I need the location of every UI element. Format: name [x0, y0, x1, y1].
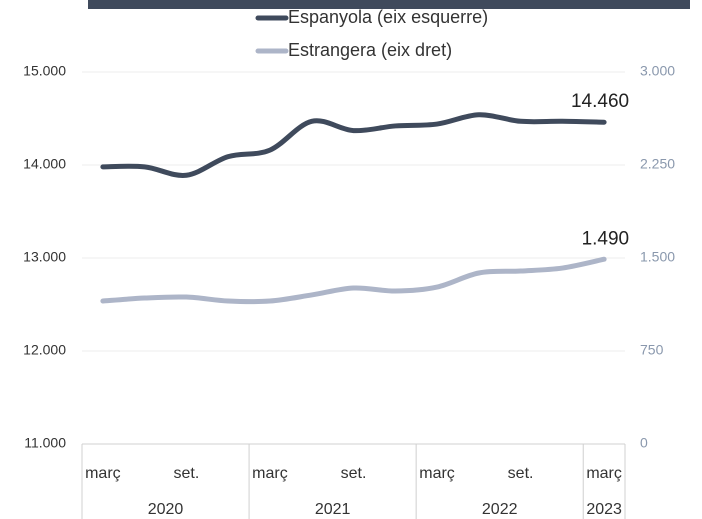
y2-tick-label: 1.500: [640, 249, 675, 265]
title-banner: [88, 0, 690, 9]
y-tick-label: 14.000: [23, 156, 66, 172]
year-label: 2023: [586, 501, 622, 518]
year-label: 2021: [315, 501, 351, 518]
y2-tick-label: 750: [640, 342, 664, 358]
year-label: 2022: [482, 501, 518, 518]
series-line: [100, 256, 607, 305]
x-tick-label: set.: [508, 465, 534, 482]
x-tick-label: març: [85, 465, 121, 482]
y2-tick-label: 3.000: [640, 63, 675, 79]
y-tick-label: 12.000: [23, 342, 66, 358]
y-tick-label: 15.000: [23, 63, 66, 79]
x-tick-label: set.: [341, 465, 367, 482]
x-tick-label: març: [419, 465, 455, 482]
y-tick-label: 11.000: [24, 435, 66, 451]
x-tick-label: març: [252, 465, 288, 482]
series-line: [100, 112, 607, 178]
legend-label: Espanyola (eix esquerre): [288, 7, 488, 27]
year-label: 2020: [148, 501, 184, 518]
y-tick-label: 13.000: [23, 249, 66, 265]
data-label: 1.490: [582, 228, 630, 249]
y2-tick-label: 0: [640, 435, 648, 451]
x-tick-label: set.: [174, 465, 200, 482]
legend-label: Estrangera (eix dret): [288, 40, 452, 60]
data-label: 14.460: [571, 91, 629, 112]
y2-tick-label: 2.250: [640, 156, 675, 172]
x-tick-label: març: [586, 465, 622, 482]
